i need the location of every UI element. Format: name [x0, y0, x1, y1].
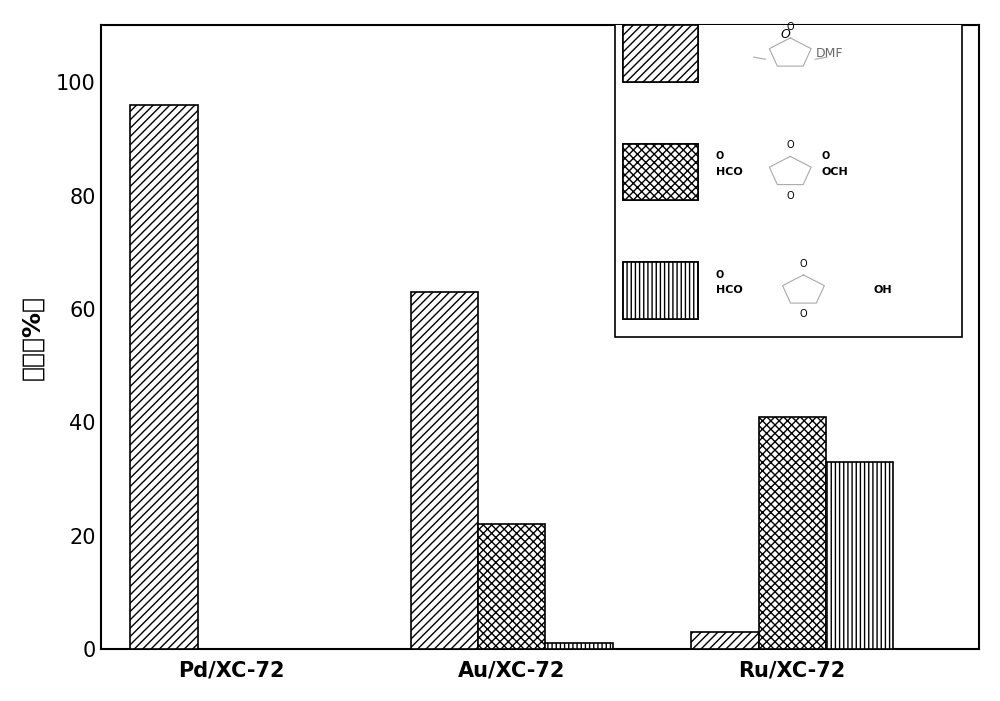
Bar [759, 416, 826, 649]
Text: O: O [786, 22, 794, 32]
Text: OH: OH [874, 285, 892, 296]
Text: O: O [716, 151, 724, 161]
FancyBboxPatch shape [615, 7, 962, 337]
Bar [130, 105, 198, 649]
FancyBboxPatch shape [623, 25, 698, 81]
Text: O: O [800, 309, 807, 319]
Bar [411, 292, 478, 649]
Text: DMF: DMF [816, 47, 844, 60]
Text: OCH: OCH [821, 167, 848, 177]
FancyBboxPatch shape [623, 144, 698, 200]
Text: O: O [800, 259, 807, 268]
Text: HCO: HCO [716, 285, 742, 296]
Bar [545, 644, 613, 649]
Y-axis label: 收率（%）: 收率（%） [21, 294, 45, 380]
FancyBboxPatch shape [623, 262, 698, 318]
Bar [826, 462, 893, 649]
Text: O: O [781, 28, 791, 41]
FancyBboxPatch shape [623, 262, 698, 318]
Text: O: O [786, 140, 794, 150]
Bar [478, 524, 545, 649]
Text: O: O [821, 151, 829, 161]
FancyBboxPatch shape [623, 144, 698, 200]
Text: O: O [786, 191, 794, 200]
Text: HCO: HCO [716, 167, 742, 177]
Text: O: O [716, 270, 724, 280]
Bar [691, 632, 759, 649]
FancyBboxPatch shape [623, 25, 698, 81]
